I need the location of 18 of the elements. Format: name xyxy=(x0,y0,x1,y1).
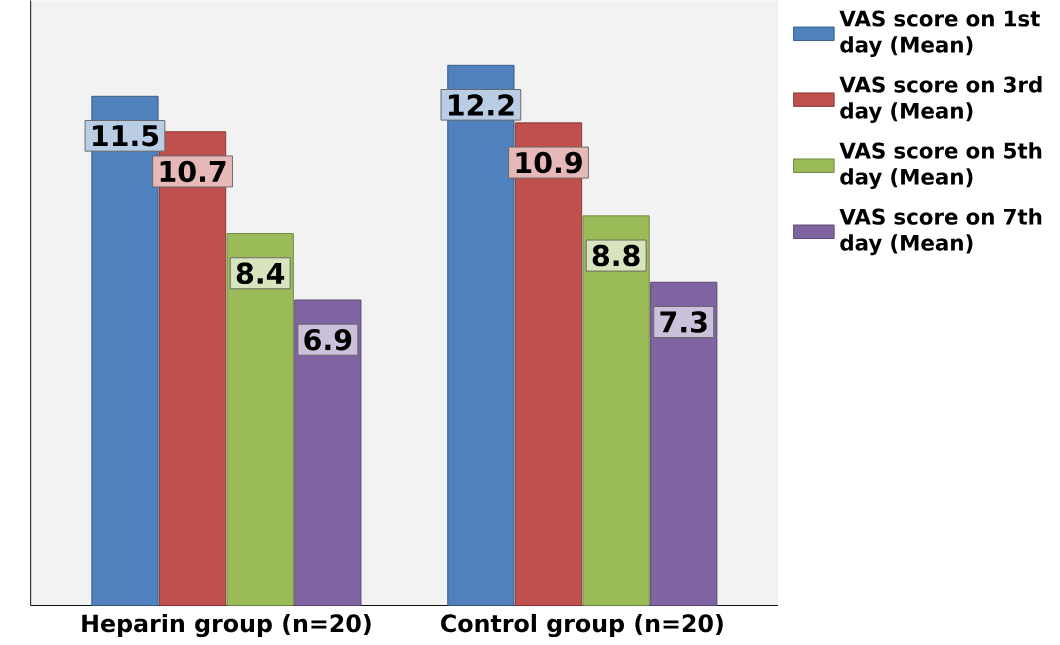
bar xyxy=(294,299,362,607)
legend-label: VAS score on 3rd day (Mean) xyxy=(839,76,1042,124)
bar xyxy=(650,281,718,607)
data-label: 7.3 xyxy=(660,311,707,333)
legend-label: VAS score on 1st day (Mean) xyxy=(839,10,1040,58)
bar xyxy=(582,215,650,607)
data-label: 8.4 xyxy=(236,262,285,285)
x-tick-label: Heparin group (n=20) xyxy=(82,613,371,638)
data-label: 8.8 xyxy=(592,244,640,267)
data-label: 10.9 xyxy=(516,151,582,174)
data-label: 6.9 xyxy=(304,328,352,351)
data-label: 12.2 xyxy=(448,94,514,116)
bar xyxy=(226,233,294,607)
legend-label: VAS score on 5th day (Mean) xyxy=(839,142,1042,190)
legend-label: VAS score on 7th day (Mean) xyxy=(839,208,1042,256)
x-tick-label: Control group (n=20) xyxy=(441,613,723,638)
data-label: 10.7 xyxy=(160,160,226,183)
data-label: 11.5 xyxy=(93,125,159,147)
